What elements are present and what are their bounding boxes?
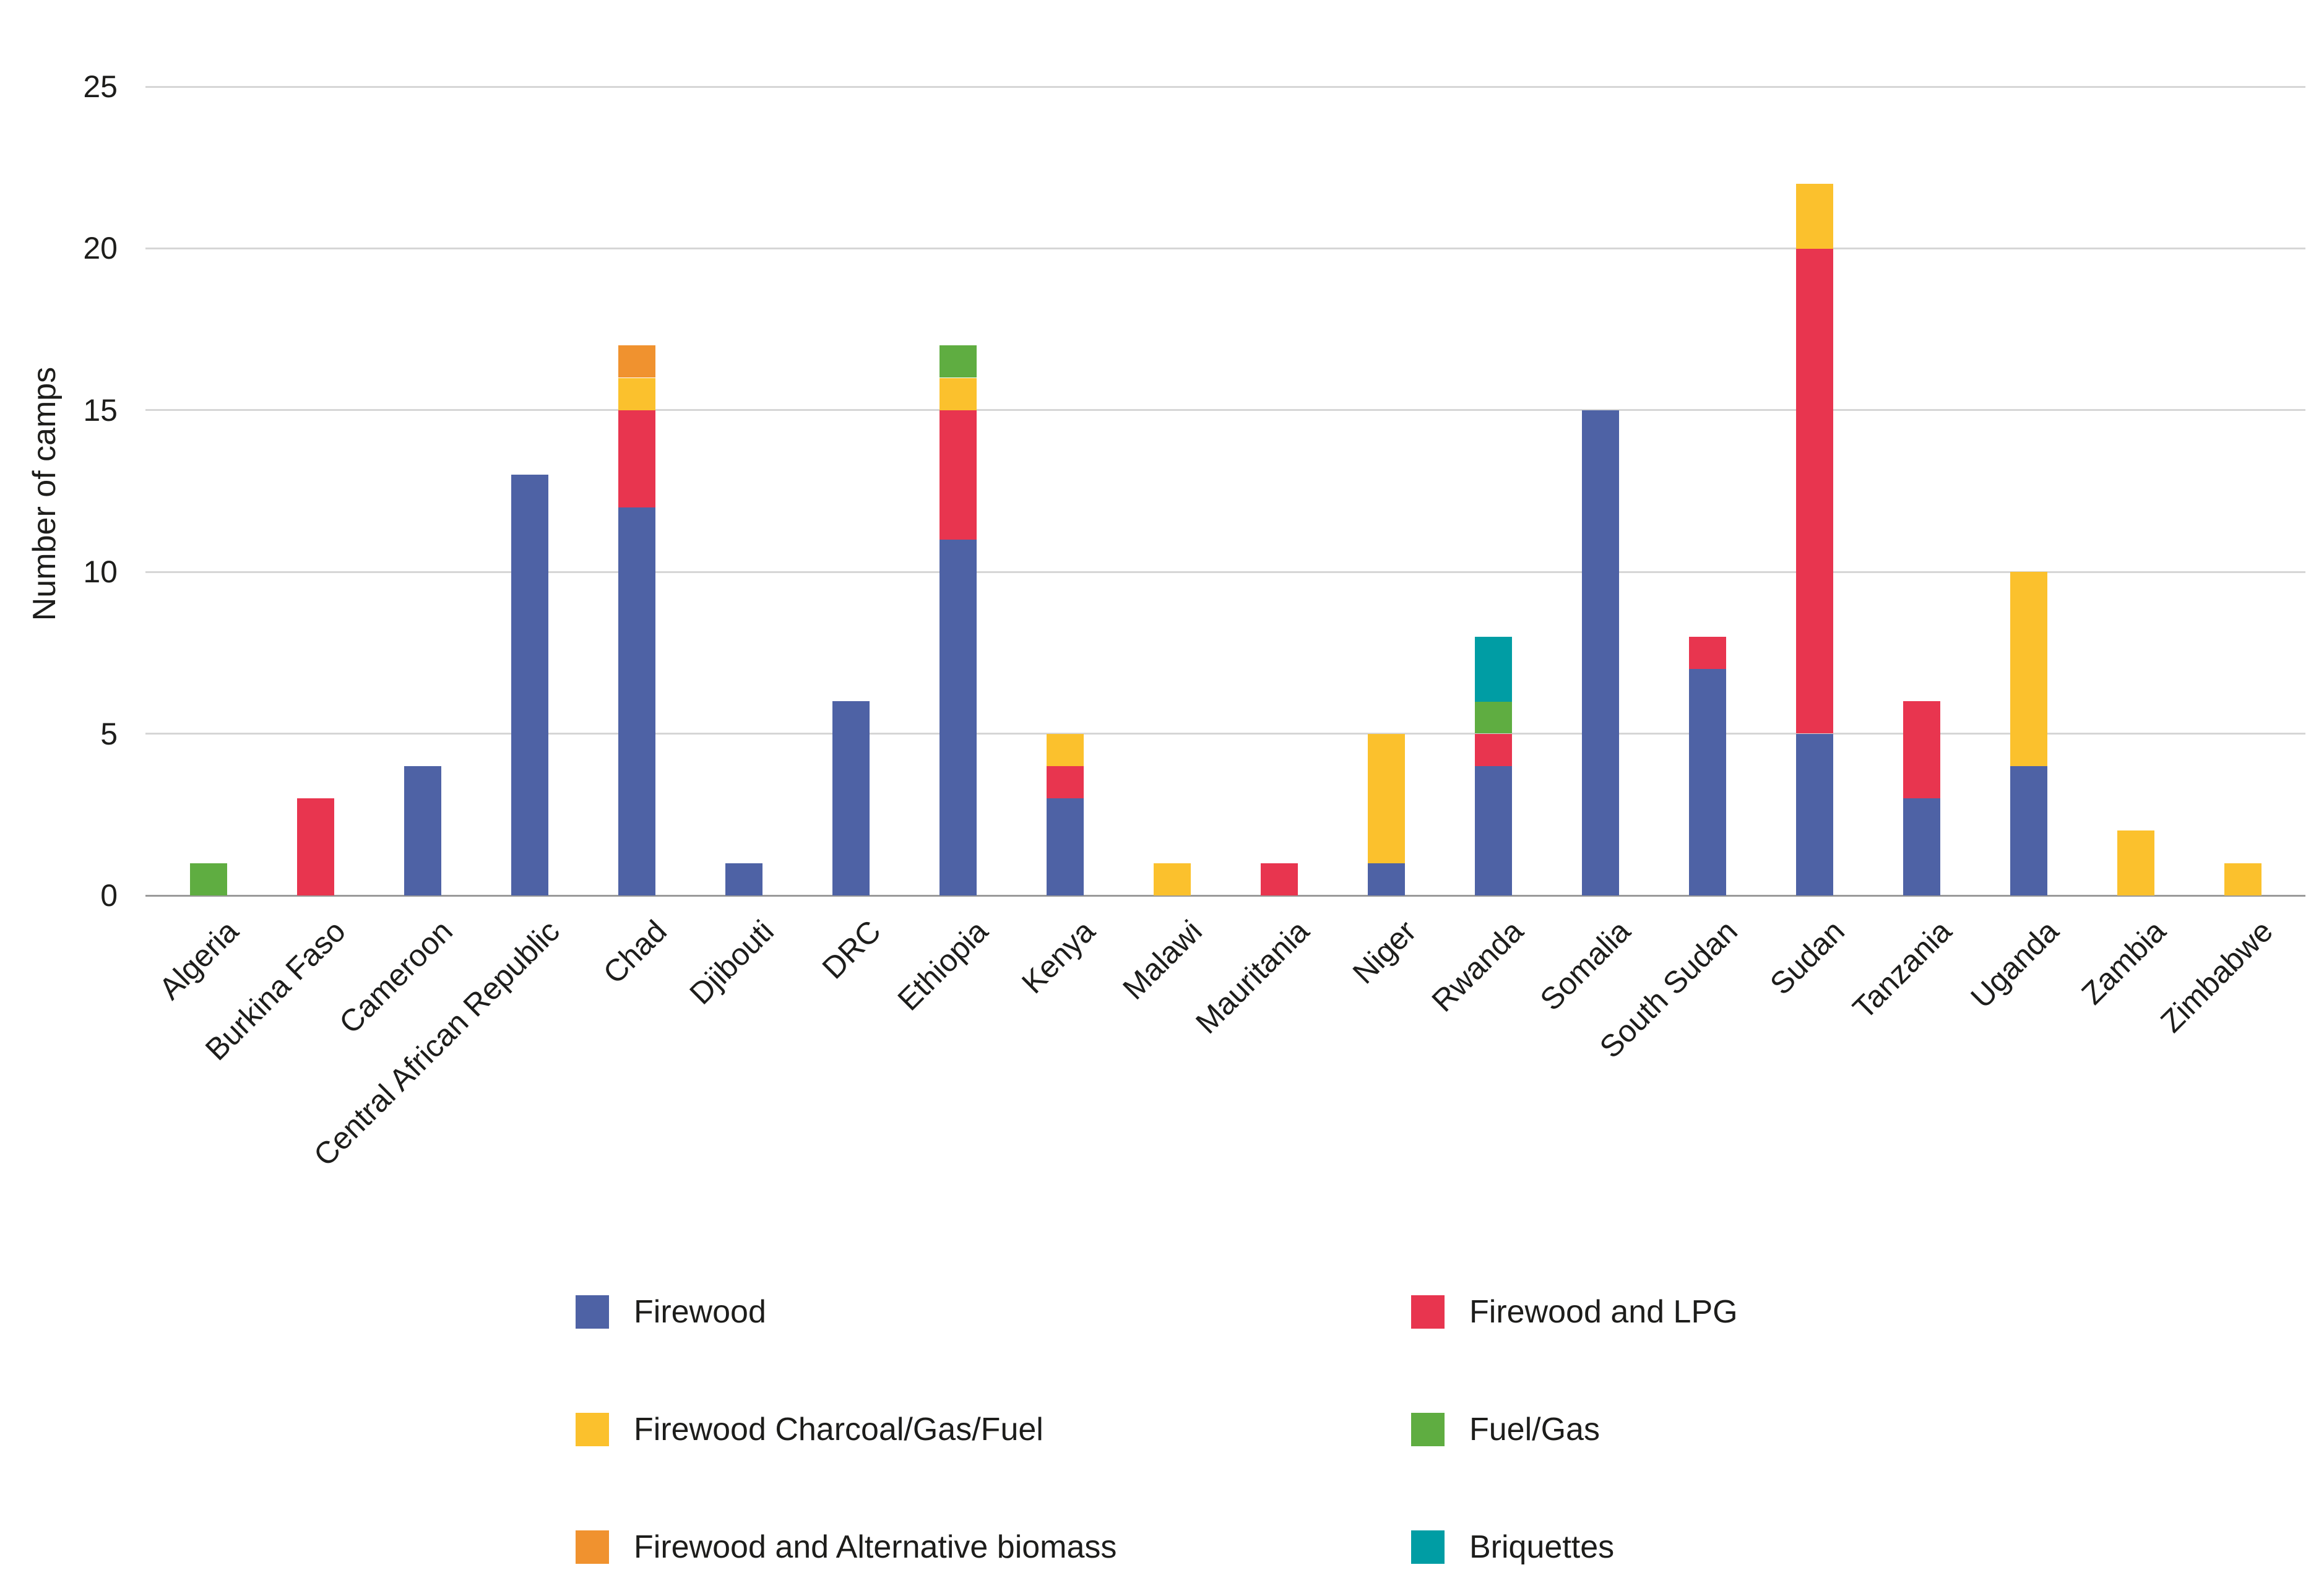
y-axis-title: Number of camps xyxy=(27,366,63,621)
x-label-algeria: Algeria xyxy=(152,913,245,1006)
bar-segment-sudan-firewood-charcoal-gas-fuel xyxy=(1796,184,1833,249)
y-tick-label-10: 10 xyxy=(83,554,118,589)
bar-segment-cameroon-firewood xyxy=(404,766,441,895)
legend-item-briquettes: Briquettes xyxy=(1411,1529,1738,1566)
legend-swatch-fuel-gas xyxy=(1411,1413,1445,1446)
x-label-rwanda: Rwanda xyxy=(1425,913,1530,1019)
bar-segment-malawi-firewood-charcoal-gas-fuel xyxy=(1154,863,1191,895)
bar-segment-ethiopia-firewood-and-lpg xyxy=(940,410,977,540)
legend-item-firewood-and-lpg: Firewood and LPG xyxy=(1411,1293,1738,1331)
legend-swatch-firewood-charcoal-gas-fuel xyxy=(576,1413,609,1446)
x-label-sudan: Sudan xyxy=(1763,913,1851,1002)
y-tick-label-15: 15 xyxy=(83,393,118,428)
gridline-10 xyxy=(145,571,2305,573)
bar-segment-djibouti-firewood xyxy=(725,863,762,895)
bar-segment-rwanda-firewood xyxy=(1475,766,1512,895)
gridline-5 xyxy=(145,733,2305,735)
bar-segment-niger-firewood xyxy=(1368,863,1405,895)
bar-segment-rwanda-briquettes xyxy=(1475,637,1512,702)
bar-segment-tanzania-firewood xyxy=(1903,798,1940,895)
bar-segment-algeria-fuel-gas xyxy=(190,863,227,895)
bar-segment-burkina-faso-firewood-and-lpg xyxy=(297,798,334,895)
gridline-15 xyxy=(145,409,2305,411)
legend-label-fuel-gas: Fuel/Gas xyxy=(1469,1412,1600,1447)
bar-segment-uganda-firewood-charcoal-gas-fuel xyxy=(2010,572,2047,766)
x-label-ethiopia: Ethiopia xyxy=(891,913,995,1017)
legend-label-firewood: Firewood xyxy=(634,1294,766,1330)
x-label-niger: Niger xyxy=(1346,913,1423,991)
bar-segment-chad-firewood-and-alternative-biomass xyxy=(618,345,655,377)
bar-segment-chad-firewood xyxy=(618,507,655,895)
legend-item-firewood-and-alternative-biomass: Firewood and Alternative biomass xyxy=(576,1529,1411,1566)
x-label-uganda: Uganda xyxy=(1964,913,2065,1015)
x-label-zimbabwe: Zimbabwe xyxy=(2154,913,2279,1039)
legend-label-briquettes: Briquettes xyxy=(1469,1529,1615,1565)
bar-segment-chad-firewood-charcoal-gas-fuel xyxy=(618,378,655,410)
bar-segment-rwanda-firewood-and-lpg xyxy=(1475,734,1512,766)
x-label-somalia: Somalia xyxy=(1533,913,1637,1017)
bar-segment-sudan-firewood-and-lpg xyxy=(1796,248,1833,733)
bar-segment-kenya-firewood-and-lpg xyxy=(1047,766,1084,798)
y-tick-label-5: 5 xyxy=(100,717,118,751)
legend-swatch-briquettes xyxy=(1411,1530,1445,1564)
x-label-mauritania: Mauritania xyxy=(1189,913,1316,1040)
legend-label-firewood-and-lpg: Firewood and LPG xyxy=(1469,1294,1738,1330)
bar-segment-rwanda-fuel-gas xyxy=(1475,701,1512,733)
bar-segment-south-sudan-firewood xyxy=(1689,669,1726,895)
bar-segment-central-african-republic-firewood xyxy=(511,475,548,895)
bar-segment-ethiopia-fuel-gas xyxy=(940,345,977,377)
legend: Firewood Firewood and LPG Firewood Charcoa… xyxy=(576,1293,1738,1566)
legend-item-firewood-charcoal-gas-fuel: Firewood Charcoal/Gas/Fuel xyxy=(576,1411,1411,1448)
bar-segment-ethiopia-firewood xyxy=(940,540,977,895)
gridline-0 xyxy=(145,895,2305,897)
bar-segment-south-sudan-firewood-and-lpg xyxy=(1689,637,1726,669)
bar-segment-somalia-firewood xyxy=(1582,410,1619,895)
x-label-malawi: Malawi xyxy=(1116,913,1209,1006)
x-label-drc: DRC xyxy=(815,913,888,986)
bar-segment-uganda-firewood xyxy=(2010,766,2047,895)
x-label-tanzania: Tanzania xyxy=(1846,913,1958,1026)
bar-segment-kenya-firewood-charcoal-gas-fuel xyxy=(1047,734,1084,766)
x-label-zambia: Zambia xyxy=(2075,913,2172,1011)
bar-segment-niger-firewood-charcoal-gas-fuel xyxy=(1368,734,1405,863)
x-label-kenya: Kenya xyxy=(1015,913,1102,1001)
gridline-25 xyxy=(145,86,2305,88)
bar-segment-zimbabwe-firewood-charcoal-gas-fuel xyxy=(2224,863,2261,895)
legend-label-firewood-charcoal-gas-fuel: Firewood Charcoal/Gas/Fuel xyxy=(634,1412,1043,1447)
bar-segment-zambia-firewood-charcoal-gas-fuel xyxy=(2117,830,2154,895)
legend-swatch-firewood-and-alternative-biomass xyxy=(576,1530,609,1564)
legend-item-firewood: Firewood xyxy=(576,1293,1411,1331)
bar-segment-sudan-firewood xyxy=(1796,734,1833,895)
legend-swatch-firewood-and-lpg xyxy=(1411,1295,1445,1329)
y-tick-label-25: 25 xyxy=(83,69,118,104)
bar-segment-drc-firewood xyxy=(832,701,870,895)
bar-segment-mauritania-firewood-and-lpg xyxy=(1261,863,1298,895)
bar-segment-chad-firewood-and-lpg xyxy=(618,410,655,507)
x-label-chad: Chad xyxy=(596,913,673,991)
bar-segment-kenya-firewood xyxy=(1047,798,1084,895)
x-label-djibouti: Djibouti xyxy=(683,913,780,1011)
bar-segment-ethiopia-firewood-charcoal-gas-fuel xyxy=(940,378,977,410)
gridline-20 xyxy=(145,248,2305,249)
y-tick-label-20: 20 xyxy=(83,231,118,265)
legend-item-fuel-gas: Fuel/Gas xyxy=(1411,1411,1738,1448)
bar-segment-tanzania-firewood-and-lpg xyxy=(1903,701,1940,798)
legend-swatch-firewood xyxy=(576,1295,609,1329)
legend-label-firewood-and-alternative-biomass: Firewood and Alternative biomass xyxy=(634,1529,1117,1565)
y-tick-label-0: 0 xyxy=(100,878,118,913)
